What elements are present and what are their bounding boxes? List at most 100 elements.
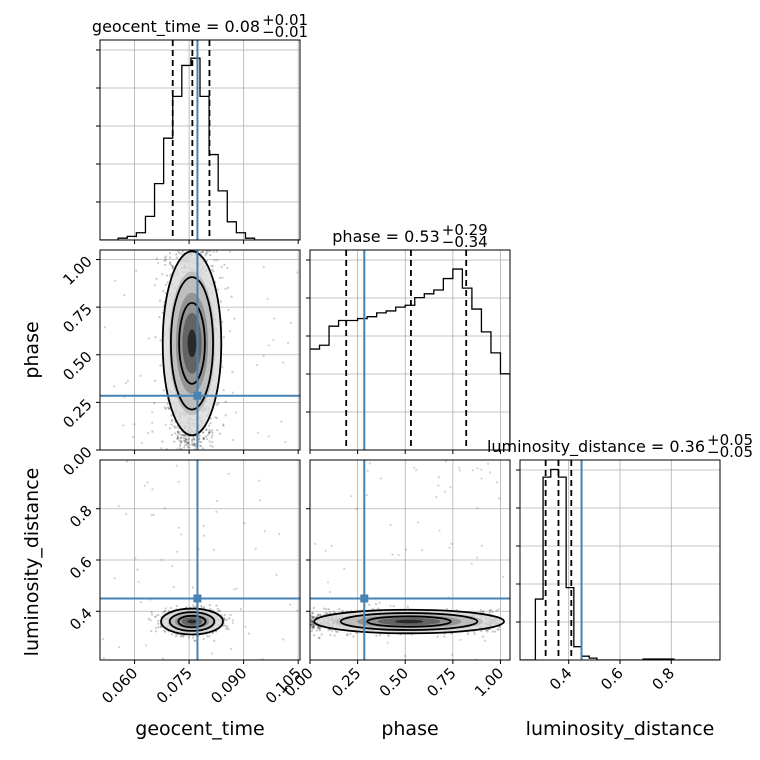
sample-point	[450, 542, 453, 545]
density-level	[187, 619, 197, 624]
sample-point	[156, 261, 160, 264]
sample-point	[185, 443, 188, 447]
sample-point	[488, 609, 491, 612]
sample-point	[215, 604, 218, 607]
sample-point	[192, 438, 196, 441]
sample-point	[215, 250, 218, 253]
sample-point	[163, 507, 166, 510]
sample-point	[182, 439, 185, 442]
sample-point	[315, 629, 318, 632]
sample-point	[483, 639, 487, 642]
sample-point	[192, 444, 195, 447]
sample-point	[182, 634, 185, 637]
sample-point	[273, 317, 276, 320]
sample-point	[175, 256, 178, 259]
sample-point	[224, 618, 227, 622]
sample-point	[205, 428, 208, 431]
sample-point	[204, 435, 207, 438]
sample-point	[194, 639, 197, 642]
sample-point	[334, 630, 338, 633]
sample-point	[378, 601, 381, 604]
truth-marker	[193, 391, 202, 400]
sample-point	[449, 486, 452, 489]
sample-point	[177, 436, 180, 439]
sample-point	[180, 634, 183, 637]
sample-point	[228, 330, 232, 333]
sample-point	[201, 251, 204, 254]
x-axis-label: geocent_time	[135, 718, 264, 740]
sample-point	[210, 264, 213, 267]
sample-point	[443, 490, 447, 493]
sample-point	[212, 270, 215, 273]
sample-point	[346, 633, 349, 636]
sample-point	[193, 442, 196, 445]
sample-point	[349, 632, 352, 636]
sample-point	[176, 430, 179, 433]
sample-point	[177, 480, 180, 483]
sample-point	[482, 610, 485, 613]
sample-point	[181, 250, 184, 253]
sample-point	[170, 420, 173, 423]
sample-point	[168, 427, 171, 430]
sample-point	[170, 423, 173, 426]
sample-point	[311, 612, 314, 615]
sample-point	[201, 447, 204, 450]
sample-point	[198, 437, 201, 440]
sample-point	[275, 573, 278, 577]
x-tick-label: 0.060	[98, 664, 141, 707]
sample-point	[169, 274, 172, 277]
sample-point	[117, 504, 120, 507]
sample-point	[215, 510, 218, 513]
contour-line	[366, 615, 452, 628]
sample-point	[206, 635, 209, 638]
sample-point	[233, 317, 236, 320]
histogram-geocent_time	[100, 57, 300, 240]
sample-point	[176, 432, 180, 435]
sample-point	[204, 254, 207, 257]
sample-point	[200, 445, 203, 448]
x-axis-label: phase	[381, 718, 438, 740]
y-tick-label: 0.6	[66, 553, 96, 583]
sample-point	[493, 630, 497, 633]
sample-point	[113, 279, 117, 282]
sample-point	[151, 488, 154, 491]
sample-point	[161, 611, 164, 614]
sample-point	[329, 611, 332, 614]
sample-point	[231, 622, 235, 625]
sample-point	[179, 436, 182, 440]
sample-point	[211, 431, 214, 434]
sample-point	[155, 277, 158, 280]
sample-point	[479, 609, 483, 612]
sample-point	[491, 630, 494, 633]
sample-point	[286, 341, 290, 345]
sample-point	[355, 507, 358, 511]
sample-point	[211, 631, 215, 634]
sample-point	[209, 430, 212, 434]
sample-point	[480, 468, 483, 471]
sample-point	[312, 626, 315, 629]
sample-point	[311, 616, 314, 619]
panel-frame	[99, 39, 301, 241]
sample-point	[310, 620, 314, 623]
panel-frame	[309, 249, 511, 451]
sample-point	[153, 284, 157, 287]
sample-point	[170, 633, 174, 636]
x-tick-label: 0.50	[376, 664, 412, 700]
sample-point	[144, 644, 147, 647]
sample-point	[328, 590, 331, 594]
sample-point	[495, 481, 498, 484]
sample-point	[221, 276, 224, 279]
sample-point	[152, 513, 155, 516]
sample-point	[179, 441, 183, 444]
contour-line	[161, 250, 223, 437]
sample-point	[231, 438, 235, 442]
x-tick-label: 0.8	[649, 664, 679, 694]
sample-point	[176, 431, 179, 434]
sample-point	[457, 466, 461, 469]
sample-point	[166, 406, 169, 409]
sample-point	[485, 628, 488, 632]
sample-point	[310, 629, 313, 633]
sample-point	[317, 626, 320, 629]
sample-point	[167, 407, 171, 410]
sample-point	[187, 636, 190, 639]
